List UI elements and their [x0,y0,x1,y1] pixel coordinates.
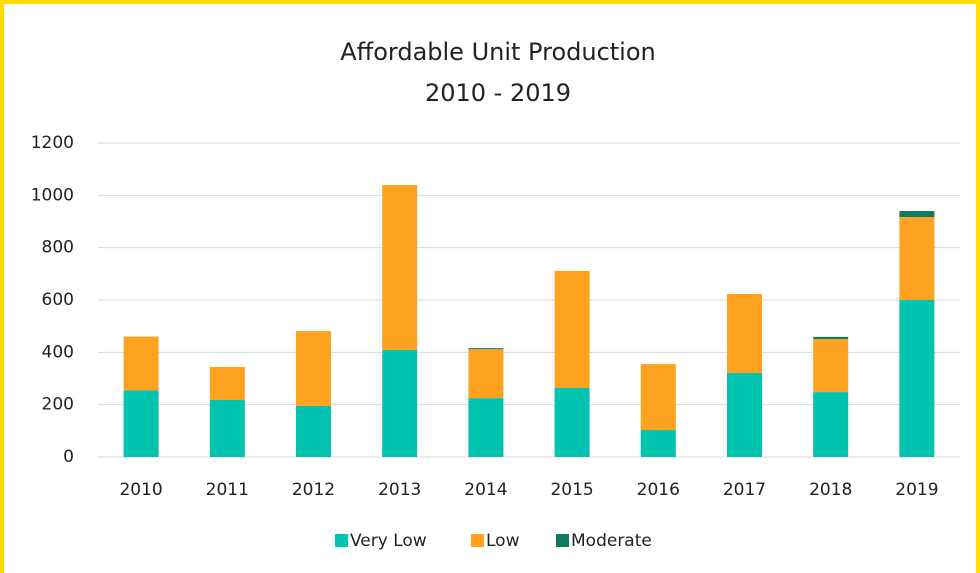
bar-segment [554,387,590,457]
chart-title: Affordable Unit Production [340,38,656,66]
y-tick-label: 0 [63,447,74,467]
x-tick-label: 2011 [206,480,249,500]
y-tick-label: 400 [42,342,74,362]
x-tick-label: 2019 [895,480,938,500]
legend-swatch [556,534,569,547]
bar-segment [382,185,418,350]
x-tick-label: 2015 [550,480,593,500]
x-tick-label: 2014 [464,480,507,500]
x-tick-label: 2016 [637,480,680,500]
bar-segment [640,430,676,457]
x-tick-label: 2017 [723,480,766,500]
y-tick-label: 600 [42,290,74,310]
bar-segment [813,338,849,393]
bar-segment [209,399,245,457]
legend-label: Very Low [350,531,427,551]
x-tick-label: 2012 [292,480,335,500]
legend-label: Moderate [571,531,652,551]
bar-segment [899,217,935,300]
y-tick-label: 200 [42,395,74,415]
bar-segment [468,398,504,457]
bar-segment [468,349,504,399]
legend-swatch [335,534,348,547]
x-tick-label: 2010 [119,480,162,500]
bar-segment [727,373,762,457]
bar-segment [899,211,935,218]
bar-segment [813,336,849,339]
y-tick-label: 800 [42,238,74,258]
chart-subtitle: 2010 - 2019 [425,79,571,107]
bar-segment [727,293,762,374]
bar-segment [813,392,849,457]
bar-segment [123,336,159,391]
x-tick-label: 2018 [809,480,852,500]
bar-segment [209,366,245,400]
bar-segment [468,348,504,350]
bar-segment [296,331,331,406]
x-tick-label: 2013 [378,480,421,500]
bar-segment [899,300,935,457]
bar-segment [123,390,159,457]
y-tick-label: 1200 [31,133,74,153]
bar-segment [640,364,676,431]
bar-segment [554,270,590,388]
bar-segment [382,349,418,457]
legend-label: Low [486,531,520,551]
legend-swatch [471,534,484,547]
bar-segment [296,405,331,457]
y-tick-label: 1000 [31,185,74,205]
